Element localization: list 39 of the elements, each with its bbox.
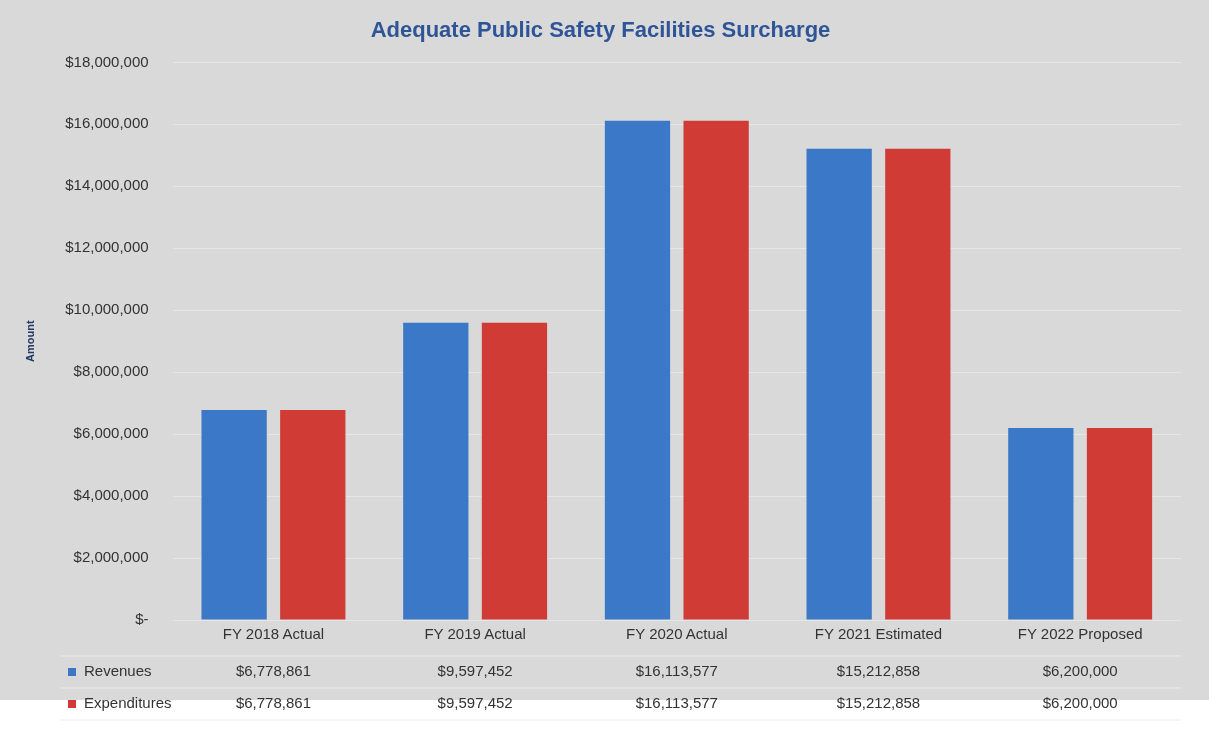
y-tick-label: $6,000,000 xyxy=(73,424,149,442)
y-tick-label: $14,000,000 xyxy=(65,176,149,194)
bar xyxy=(201,410,267,620)
data-label: $16,113,577 xyxy=(635,662,718,680)
data-label: $15,212,858 xyxy=(836,694,921,712)
bar xyxy=(1086,427,1153,620)
bar xyxy=(481,322,548,620)
x-tick-label: FY 2022 Proposed xyxy=(1017,625,1143,643)
bar xyxy=(806,148,872,620)
bar xyxy=(604,120,671,620)
y-tick-label: $18,000,000 xyxy=(65,52,149,70)
x-tick-label: FY 2018 Actual xyxy=(222,625,325,643)
data-label: $6,778,861 xyxy=(235,662,311,680)
y-tick-label: $4,000,000 xyxy=(73,486,149,504)
y-tick-label: $12,000,000 xyxy=(65,238,149,256)
bar xyxy=(403,322,469,620)
data-label: $15,212,858 xyxy=(836,662,921,680)
bar xyxy=(683,120,749,620)
y-tick-label: $16,000,000 xyxy=(65,114,149,132)
data-label: $6,778,861 xyxy=(235,694,311,712)
legend-label: Expenditures xyxy=(84,694,172,712)
bar xyxy=(280,410,346,620)
y-tick-label: $- xyxy=(135,610,149,628)
bar xyxy=(1008,427,1074,620)
chart-title: Adequate Public Safety Facilities Surcharge xyxy=(370,17,831,43)
x-tick-label: FY 2019 Actual xyxy=(424,625,526,643)
data-label: $16,113,577 xyxy=(635,694,718,712)
y-tick-label: $8,000,000 xyxy=(73,362,149,380)
x-tick-label: FY 2021 Estimated xyxy=(814,625,943,643)
data-label: $9,597,452 xyxy=(437,662,513,680)
bar xyxy=(885,148,951,620)
data-label: $6,200,000 xyxy=(1042,694,1118,712)
y-axis-title: Amount xyxy=(23,320,36,362)
data-label: $6,200,000 xyxy=(1042,662,1118,680)
data-label: $9,597,452 xyxy=(437,694,513,712)
y-tick-label: $10,000,000 xyxy=(65,300,149,318)
x-tick-label: FY 2020 Actual xyxy=(626,625,728,643)
legend-label: Revenues xyxy=(84,662,152,680)
y-tick-label: $2,000,000 xyxy=(73,548,149,566)
